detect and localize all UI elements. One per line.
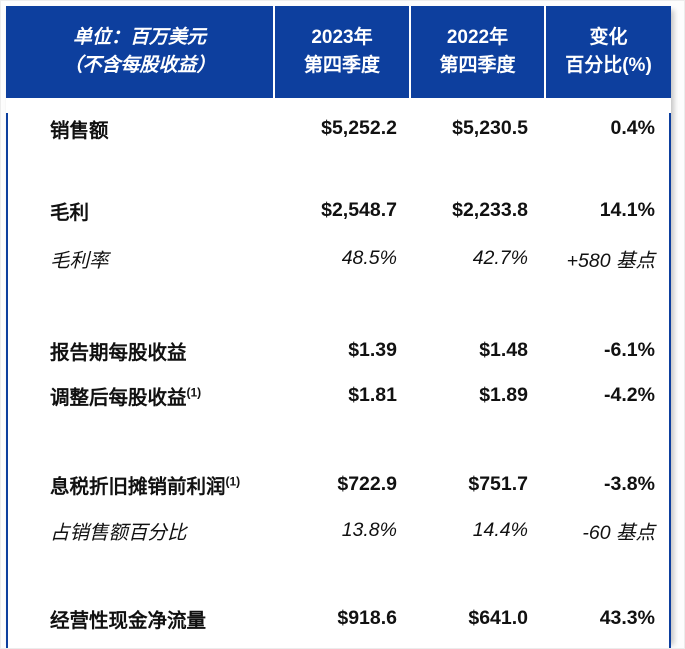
table-header: 单位：百万美元 （不含每股收益） 2023年 第四季度 2022年 第四季度 变… (6, 6, 671, 98)
column-header-change-pct: 变化 百分比(%) (544, 6, 671, 98)
change-pct-line1: 变化 (589, 27, 628, 49)
table-row-gross-profit: 毛利 $2,548.7 $2,233.8 14.1% (8, 195, 669, 225)
table-row-operating-cash-flow: 经营性现金净流量 $918.6 $641.0 43.3% (8, 603, 669, 633)
value-q4-2023: $918.6 (337, 606, 397, 629)
value-q4-2023: $2,548.7 (321, 198, 397, 221)
value-q4-2022: $1.89 (479, 383, 528, 406)
header-unit-label: 单位：百万美元 （不含每股收益） (6, 6, 273, 98)
table-body: 销售额 $5,252.2 $5,230.5 0.4% 毛利 $2,548.7 $… (6, 113, 671, 648)
value-change: 14.1% (599, 198, 655, 221)
column-header-q4-2023: 2023年 第四季度 (273, 6, 409, 98)
financial-summary-table: 单位：百万美元 （不含每股收益） 2023年 第四季度 2022年 第四季度 变… (6, 6, 671, 648)
q4-2022-line2: 第四季度 (439, 55, 516, 76)
value-change: -3.8% (604, 472, 655, 495)
value-q4-2023: $1.39 (348, 338, 397, 361)
row-label: 占销售额百分比 (50, 521, 187, 544)
column-header-q4-2022: 2022年 第四季度 (409, 6, 544, 98)
table-row-reported-eps: 报告期每股收益 $1.39 $1.48 -6.1% (8, 335, 669, 365)
value-q4-2023: $1.81 (348, 383, 397, 406)
value-q4-2022: $1.48 (479, 338, 528, 361)
value-change: -6.1% (604, 338, 655, 361)
value-change: -4.2% (604, 383, 655, 406)
table-row-adjusted-eps: 调整后每股收益(1) $1.81 $1.89 -4.2% (8, 380, 669, 410)
row-label: 毛利 (50, 201, 90, 224)
q4-2023-line2: 第四季度 (303, 55, 380, 76)
table-row-gross-margin: 毛利率 48.5% 42.7% +580 基点 (8, 243, 669, 273)
table-row-sales: 销售额 $5,252.2 $5,230.5 0.4% (8, 113, 669, 143)
change-pct-line2: 百分比(%) (565, 55, 652, 76)
q4-2022-line1: 2022年 (446, 27, 509, 49)
value-q4-2023: $5,252.2 (321, 116, 397, 139)
q4-2023-line1: 2023年 (311, 27, 373, 49)
row-label: 毛利率 (50, 249, 109, 272)
unit-label-line2: （不含每股收益） (63, 55, 216, 76)
value-q4-2022: $5,230.5 (452, 116, 528, 139)
value-change: 0.4% (610, 116, 655, 139)
value-q4-2022: $751.7 (468, 472, 528, 495)
footnote-marker: (1) (225, 474, 241, 488)
table-row-pct-of-sales: 占销售额百分比 13.8% 14.4% -60 基点 (8, 515, 669, 545)
value-change: +580 基点 (566, 249, 655, 272)
value-change: 43.3% (599, 606, 655, 629)
table-row-ebitda: 息税折旧摊销前利润(1) $722.9 $751.7 -3.8% (8, 469, 669, 499)
row-label: 销售额 (50, 119, 109, 142)
row-label: 息税折旧摊销前利润(1) (50, 474, 241, 498)
value-q4-2023: 13.8% (341, 518, 397, 541)
value-q4-2022: 42.7% (472, 246, 528, 269)
value-q4-2023: $722.9 (337, 472, 397, 495)
footnote-marker: (1) (186, 385, 202, 399)
value-q4-2022: $2,233.8 (452, 198, 528, 221)
row-label: 调整后每股收益(1) (50, 385, 202, 409)
value-q4-2023: 48.5% (341, 246, 397, 269)
value-q4-2022: $641.0 (468, 606, 528, 629)
value-q4-2022: 14.4% (472, 518, 528, 541)
value-change: -60 基点 (582, 521, 655, 544)
unit-label-line1: 单位：百万美元 (72, 27, 206, 49)
row-label: 报告期每股收益 (50, 341, 187, 364)
row-label: 经营性现金净流量 (50, 609, 207, 632)
